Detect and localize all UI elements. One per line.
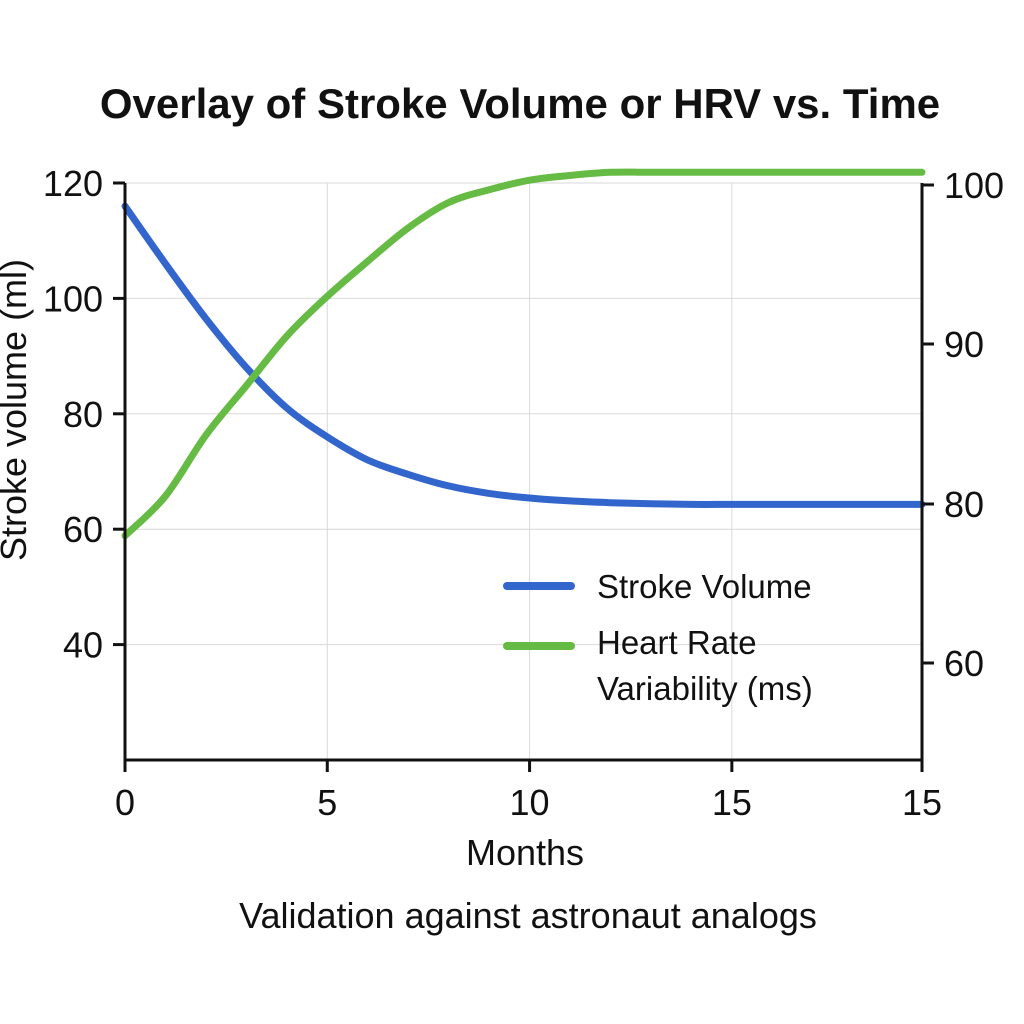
legend-label-hrv: Heart Rate Variability (ms) <box>597 624 813 707</box>
legend-label-stroke-volume: Stroke Volume <box>597 568 812 605</box>
x-axis-label: Months <box>466 832 584 873</box>
x-tick-label: 15 <box>902 782 942 823</box>
legend-label-hrv-line1: Heart Rate <box>597 624 757 661</box>
y-left-tick-label: 100 <box>43 278 103 319</box>
legend: Stroke Volume Heart Rate Variability (ms… <box>503 568 813 707</box>
y-left-tick-label: 40 <box>63 625 103 666</box>
x-tick-label: 10 <box>510 782 550 823</box>
x-tick-label: 0 <box>115 782 135 823</box>
chart-caption: Validation against astronaut analogs <box>239 895 817 936</box>
y-right-tick-label: 100 <box>944 165 1004 206</box>
x-tick-label: 5 <box>317 782 337 823</box>
legend-label-hrv-line2: Variability (ms) <box>597 670 813 707</box>
chart-title: Overlay of Stroke Volume or HRV vs. Time <box>100 80 940 127</box>
ticks: 120 100 80 60 40 100 90 80 60 0 5 10 15 15 <box>43 163 1004 823</box>
series-line-hrv <box>121 168 926 540</box>
y-left-tick-label: 80 <box>63 394 103 435</box>
y-right-tick-label: 90 <box>944 324 984 365</box>
series-layer <box>121 168 926 540</box>
y-right-tick-label: 60 <box>944 643 984 684</box>
series-line-stroke-volume <box>121 202 926 508</box>
y-left-axis-label: Stroke volume (ml) <box>0 259 34 561</box>
x-tick-label: 15 <box>712 782 752 823</box>
y-left-tick-label: 120 <box>43 163 103 204</box>
y-right-tick-label: 80 <box>944 484 984 525</box>
y-left-tick-label: 60 <box>63 509 103 550</box>
